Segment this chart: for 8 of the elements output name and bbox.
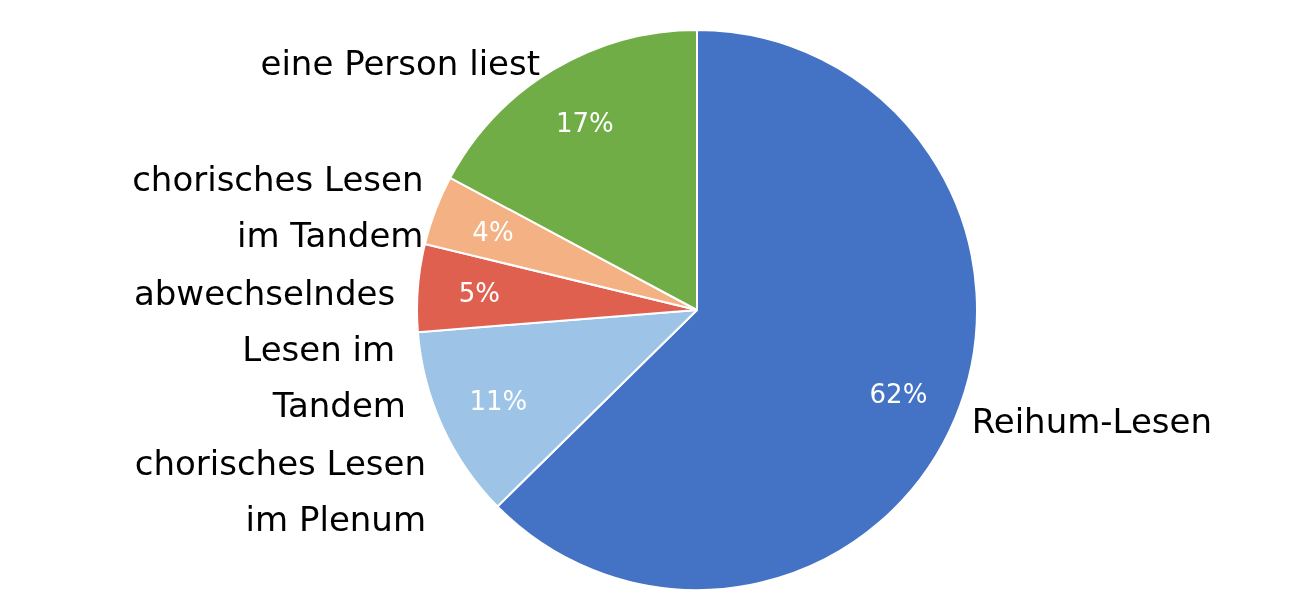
data-label: 5% <box>458 277 500 308</box>
data-label: 4% <box>472 217 514 248</box>
slice-label: eine Person liest <box>260 42 541 83</box>
slice-label: Reihum-Lesen <box>971 401 1213 442</box>
slice-label: chorisches Lesen im Plenum <box>134 443 427 540</box>
data-label: 17% <box>555 107 614 138</box>
data-label: 62% <box>869 379 928 410</box>
data-label: 11% <box>469 385 528 416</box>
